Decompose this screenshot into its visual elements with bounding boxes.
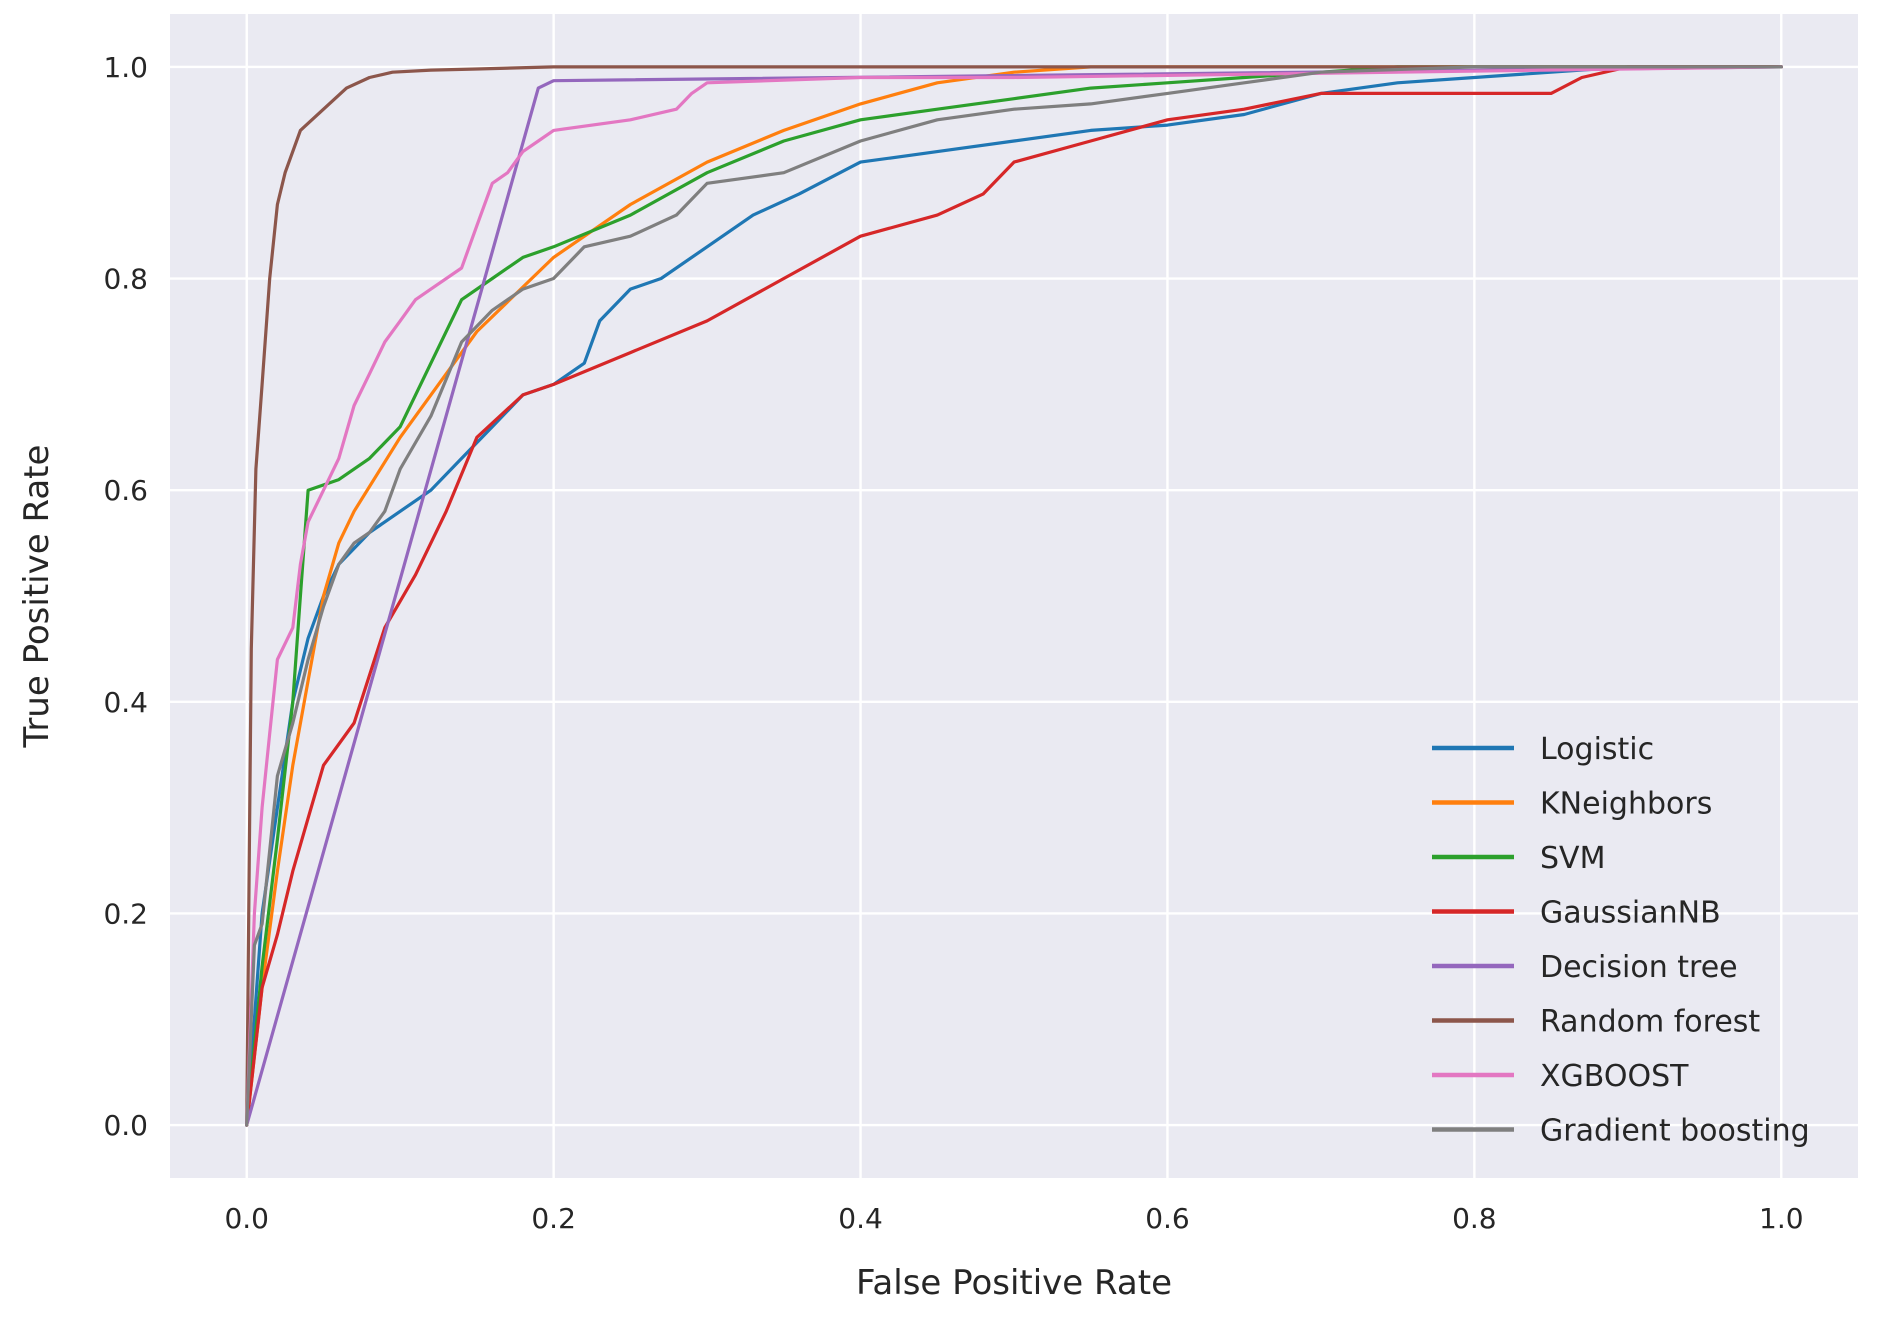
x-tick-label: 0.4	[838, 1202, 883, 1235]
legend-label-gradient-boosting: Gradient boosting	[1540, 1114, 1810, 1149]
legend-label-xgboost: XGBOOST	[1540, 1059, 1689, 1094]
y-axis-label: True Positive Rate	[17, 445, 57, 749]
legend-label-decision-tree: Decision tree	[1540, 950, 1738, 985]
series-line-gaussiannb	[245, 65, 1783, 1127]
y-tick-label: 0.6	[103, 474, 148, 507]
tick-labels: 0.0 0.2 0.4 0.6 0.8 1.0 0.0 0.2 0.4 0.6 0.8 1.0	[103, 51, 1803, 1235]
legend: Logistic KNeighbors SVM GaussianNB Decision …	[1432, 732, 1810, 1149]
y-tick-label: 1.0	[103, 51, 148, 84]
y-tick-label: 0.4	[103, 686, 148, 719]
series-lines	[245, 65, 1783, 1127]
y-tick-label: 0.8	[103, 263, 148, 296]
legend-label-gaussiannb: GaussianNB	[1540, 896, 1721, 931]
legend-label-logistic: Logistic	[1540, 732, 1654, 767]
grid-lines	[170, 14, 1858, 1178]
x-tick-label: 0.8	[1452, 1202, 1497, 1235]
series-line-random-forest	[245, 65, 1783, 1127]
x-tick-label: 0.6	[1145, 1202, 1190, 1235]
x-tick-label: 1.0	[1759, 1202, 1804, 1235]
legend-label-random-forest: Random forest	[1540, 1005, 1760, 1040]
legend-label-svm: SVM	[1540, 841, 1605, 876]
legend-label-kneighbors: KNeighbors	[1540, 787, 1712, 822]
x-tick-label: 0.0	[224, 1202, 269, 1235]
series-line-xgboost	[245, 65, 1783, 1127]
series-line-logistic	[245, 65, 1783, 1127]
plot-area	[170, 14, 1858, 1178]
x-tick-label: 0.2	[531, 1202, 576, 1235]
y-tick-label: 0.2	[103, 897, 148, 930]
y-tick-label: 0.0	[103, 1109, 148, 1142]
series-line-gradient-boosting	[245, 65, 1783, 1127]
x-axis-label: False Positive Rate	[856, 1263, 1172, 1303]
